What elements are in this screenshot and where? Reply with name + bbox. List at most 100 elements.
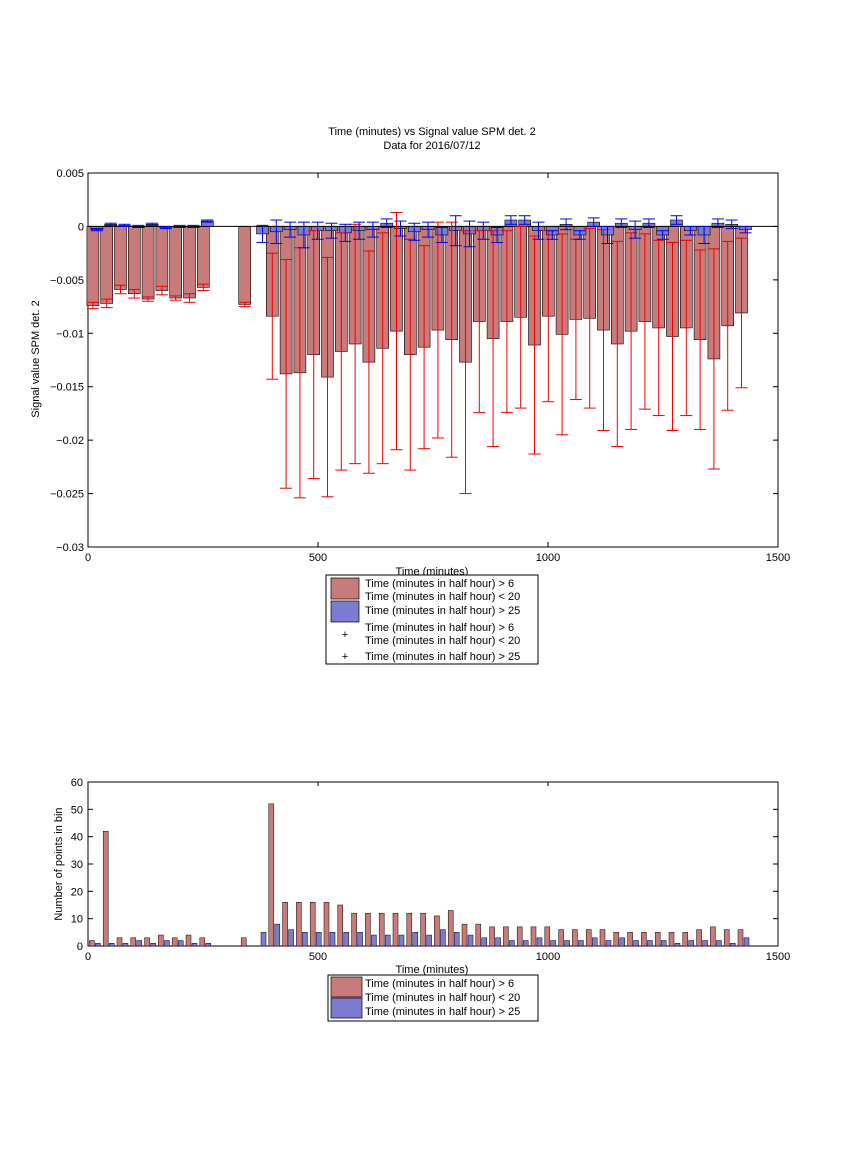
count-bar-red xyxy=(585,929,592,947)
bottom-x-axis-label: Time (minutes) xyxy=(396,964,469,976)
count-bar-blue xyxy=(164,940,170,947)
legend-red-plus-marker: + xyxy=(342,629,348,641)
count-bar-blue xyxy=(481,937,488,947)
count-bar-red xyxy=(240,937,247,947)
top-y-axis-label: Signal value SPM det. 2 xyxy=(30,300,42,417)
top-x-tick-label: 1000 xyxy=(536,552,560,564)
count-bar-blue xyxy=(191,943,198,947)
count-bar-red xyxy=(654,932,661,947)
count-bar-blue xyxy=(522,940,529,947)
red-bar xyxy=(86,226,100,306)
count-bar-red xyxy=(544,926,551,947)
bottom-x-tick-label: 1000 xyxy=(536,951,560,963)
count-bar-red xyxy=(351,912,357,947)
count-bar-blue xyxy=(660,940,667,947)
count-bar-red xyxy=(447,910,454,947)
count-bar-blue xyxy=(564,940,570,947)
top-y-tick-label: 0.005 xyxy=(56,168,84,180)
bottom-y-tick-label: 30 xyxy=(71,859,83,871)
count-bar-red xyxy=(710,926,716,947)
legend-blue-plus-marker: + xyxy=(342,651,348,663)
count-bar-red xyxy=(365,912,371,947)
legend-entry: Time (minutes in half hour) < 20 xyxy=(365,635,520,647)
bottom-plot-frame xyxy=(87,781,779,947)
count-bar-blue xyxy=(647,940,653,947)
count-bar-red xyxy=(489,926,495,947)
count-bar-red xyxy=(503,926,509,947)
legend-entry: Time (minutes in half hour) > 25 xyxy=(365,651,520,663)
red-bar xyxy=(155,226,169,291)
count-bar-red xyxy=(268,803,275,947)
count-bar-blue xyxy=(467,934,474,947)
red-bar xyxy=(114,226,127,290)
top-y-tick-label: −0.02 xyxy=(56,435,84,447)
count-bar-blue xyxy=(371,934,377,947)
legend-entry: Time (minutes in half hour) < 20 xyxy=(365,992,520,1004)
count-bar-red xyxy=(378,912,385,947)
count-bar-blue xyxy=(440,929,446,947)
count-bar-blue xyxy=(260,932,267,947)
bottom-y-axis-label: Number of points in bin xyxy=(53,807,65,920)
bottom-y-tick-label: 60 xyxy=(71,777,83,789)
count-bar-blue xyxy=(729,943,736,947)
legend-entry: Time (minutes in half hour) > 6 xyxy=(365,578,514,590)
count-bar-blue xyxy=(412,932,419,947)
count-bar-red xyxy=(682,932,689,947)
top-y-tick-label: −0.005 xyxy=(50,275,84,287)
legend-entry: Time (minutes in half hour) > 25 xyxy=(365,605,520,617)
count-bar-red xyxy=(420,912,426,947)
count-bar-red xyxy=(199,937,206,947)
top-chart-title: Time (minutes) vs Signal value SPM det. … xyxy=(328,126,535,138)
bottom-x-tick-label: 500 xyxy=(309,951,327,963)
count-bar-red xyxy=(641,932,647,947)
legend-blue-swatch xyxy=(330,997,363,1019)
count-bar-blue xyxy=(495,937,501,947)
legend-entry: Time (minutes in half hour) > 6 xyxy=(365,978,514,990)
top-chart-subtitle: Data for 2016/07/12 xyxy=(383,140,480,152)
count-bar-blue xyxy=(509,940,515,947)
count-bar-blue xyxy=(357,932,363,947)
count-bar-blue xyxy=(605,940,612,947)
count-bar-red xyxy=(89,940,95,947)
count-bar-red xyxy=(530,926,537,947)
count-bar-blue xyxy=(633,940,639,947)
count-bar-blue xyxy=(398,934,405,947)
legend-red-swatch xyxy=(330,976,363,998)
count-bar-red xyxy=(282,902,288,947)
bottom-x-tick-label: 0 xyxy=(85,951,91,963)
count-bar-red xyxy=(434,915,440,947)
count-bar-blue xyxy=(674,943,681,947)
bottom-legend: Time (minutes in half hour) > 6 Time (min… xyxy=(327,974,539,1022)
top-y-tick-label: −0.01 xyxy=(56,328,84,340)
count-bar-red xyxy=(627,932,633,947)
top-x-tick-label: 0 xyxy=(85,552,91,564)
red-bar xyxy=(238,226,251,305)
count-bar-red xyxy=(516,926,523,947)
bottom-y-tick-label: 0 xyxy=(77,941,83,953)
count-bar-blue xyxy=(716,940,722,947)
count-bar-red xyxy=(696,929,702,947)
count-bar-red xyxy=(130,937,137,947)
bottom-y-tick-label: 10 xyxy=(71,914,83,926)
count-bar-red xyxy=(558,929,564,947)
red-bar xyxy=(183,226,196,299)
legend-entry: Time (minutes in half hour) < 20 xyxy=(365,591,520,603)
count-bar-red xyxy=(102,830,109,947)
count-bar-blue xyxy=(274,923,281,947)
red-bar xyxy=(197,226,210,288)
count-bar-blue xyxy=(453,932,460,947)
count-bar-blue xyxy=(591,937,598,947)
red-bar xyxy=(141,226,155,300)
count-bar-red xyxy=(171,937,178,947)
count-bar-blue xyxy=(702,940,708,947)
count-bar-blue xyxy=(95,943,101,947)
count-bar-red xyxy=(599,929,606,947)
count-bar-red xyxy=(668,932,675,947)
bottom-legend-box xyxy=(327,974,539,1022)
count-bar-red xyxy=(158,934,164,947)
count-bar-blue xyxy=(329,932,336,947)
count-bar-red xyxy=(116,937,123,947)
count-bar-red xyxy=(296,902,302,947)
count-bar-blue xyxy=(426,934,432,947)
